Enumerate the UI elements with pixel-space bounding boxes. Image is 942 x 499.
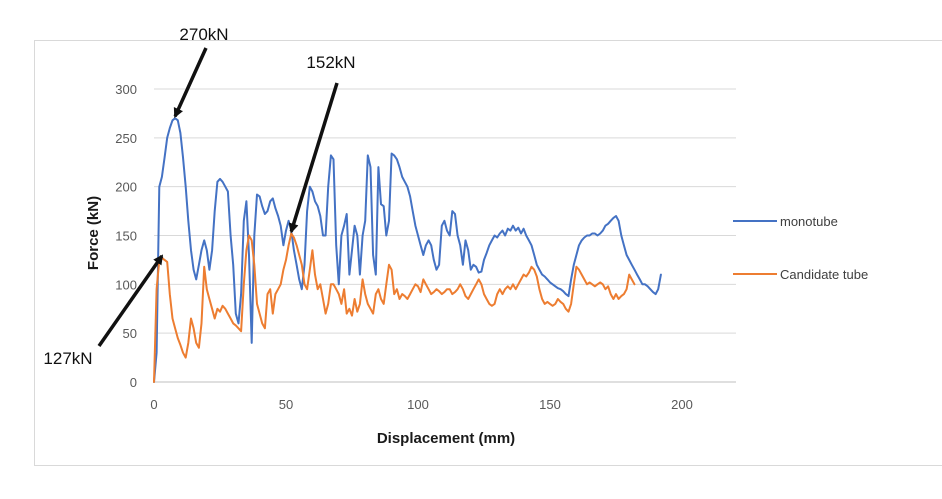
x-tick-label: 0 [150,397,157,412]
y-axis-title: Force (kN) [85,196,102,270]
y-tick-label: 50 [123,326,137,341]
y-tick-label: 100 [115,277,137,292]
axis-ticks: 0 50 100 150 200 250 300 0 50 100 150 200 [115,82,693,412]
x-axis-title: Displacement (mm) [377,430,515,447]
series-line-candidate-tube [153,232,636,383]
annotation-label: 270kN [179,25,228,44]
x-tick-label: 150 [539,397,561,412]
y-tick-label: 150 [115,229,137,244]
grid-lines [154,88,736,383]
legend-label: Candidate tube [780,267,868,282]
annotation-label: 152kN [306,53,355,72]
chart-area [34,40,942,466]
x-tick-label: 200 [671,397,693,412]
annotation-arrow [288,82,339,234]
y-tick-label: 250 [115,131,137,146]
legend: monotube Candidate tube [733,214,868,282]
y-tick-label: 0 [130,375,137,390]
annotation-arrow [97,254,164,348]
annotation-arrow [173,47,208,119]
series-line-monotube [153,117,662,383]
annotation-label: 127kN [43,349,92,368]
legend-label: monotube [780,214,838,229]
x-tick-label: 50 [279,397,293,412]
annotations: 270kN 152kN 127kN [43,25,355,368]
series-lines [153,117,662,383]
y-tick-label: 200 [115,180,137,195]
y-tick-label: 300 [115,82,137,97]
x-tick-label: 100 [407,397,429,412]
